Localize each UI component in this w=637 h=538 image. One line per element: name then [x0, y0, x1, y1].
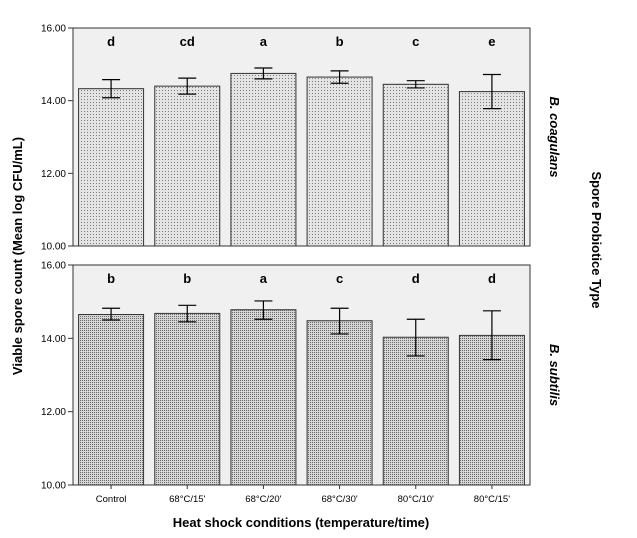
y-tick-label: 10.00	[41, 242, 66, 253]
significance-letter: cd	[180, 34, 195, 49]
bar	[382, 336, 449, 486]
x-tick-label: 68°C/15'	[169, 494, 205, 505]
x-tick-label: 68°C/30'	[321, 494, 357, 505]
significance-letter: b	[183, 271, 191, 286]
bar	[306, 76, 373, 247]
y-tick-label: 14.00	[41, 334, 66, 345]
panel-label: B. subtilis	[547, 344, 562, 406]
y-tick-label: 12.00	[41, 169, 66, 180]
bar	[306, 320, 373, 486]
y-tick-label: 16.00	[41, 24, 66, 35]
significance-letter: a	[260, 34, 268, 49]
significance-letter: d	[412, 271, 420, 286]
y-tick-label: 10.00	[41, 481, 66, 492]
y-tick-label: 14.00	[41, 96, 66, 107]
significance-letter: c	[412, 34, 419, 49]
bar	[458, 91, 525, 247]
significance-letter: c	[336, 271, 343, 286]
y-tick-label: 12.00	[41, 407, 66, 418]
x-axis-title: Heat shock conditions (temperature/time)	[173, 515, 429, 530]
significance-letter: e	[488, 34, 495, 49]
panel-background	[72, 264, 531, 486]
x-tick-label: 80°C/15'	[474, 494, 510, 505]
panel-background	[72, 27, 531, 247]
y-tick-label: 16.00	[41, 261, 66, 272]
x-tick-label: 68°C/20'	[245, 494, 281, 505]
bar	[154, 312, 221, 486]
bar	[230, 309, 297, 486]
bar	[230, 72, 297, 247]
y-axis-title: Viable spore count (Mean log CFU/mL)	[10, 137, 25, 375]
bar	[78, 314, 145, 486]
significance-letter: b	[107, 271, 115, 286]
bar	[458, 334, 525, 486]
bar	[78, 88, 145, 247]
significance-letter: a	[260, 271, 268, 286]
x-tick-label: 80°C/10'	[398, 494, 434, 505]
x-tick-label: Control	[96, 494, 127, 505]
significance-letter: d	[107, 34, 115, 49]
significance-letter: b	[336, 34, 344, 49]
facet-title: Spore Probiotice Type	[589, 171, 604, 308]
bar	[382, 83, 449, 247]
bar	[154, 85, 221, 247]
panel-label: B. coagulans	[547, 97, 562, 178]
significance-letter: d	[488, 271, 496, 286]
